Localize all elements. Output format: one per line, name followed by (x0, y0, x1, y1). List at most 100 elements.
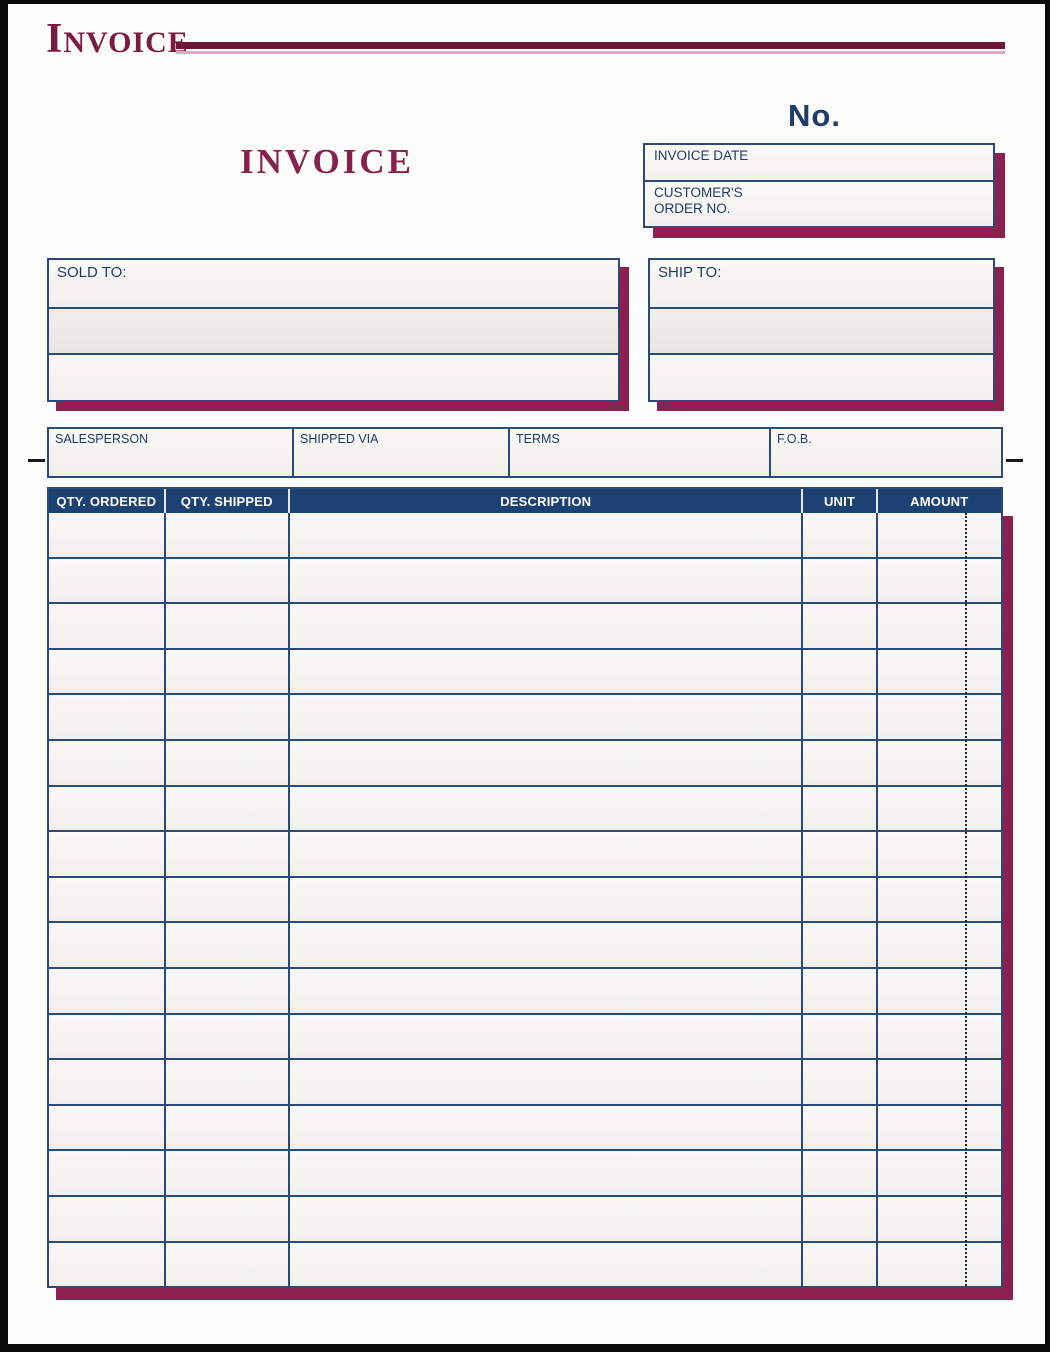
cell-unit[interactable] (801, 604, 876, 648)
cell-description[interactable] (287, 1014, 802, 1059)
cell-amount[interactable] (875, 695, 1001, 739)
sold-to-line-1[interactable]: SOLD TO: (49, 260, 618, 307)
cell-description[interactable] (287, 1242, 802, 1287)
cell-amount[interactable] (875, 649, 1001, 694)
cell-amount[interactable] (875, 923, 1001, 967)
cell-description[interactable] (287, 740, 802, 785)
shipped-via-field[interactable]: SHIPPED VIA (292, 429, 508, 476)
customer-order-no-field[interactable]: CUSTOMER'S ORDER NO. (645, 182, 993, 226)
cell-amount[interactable] (875, 1196, 1001, 1241)
cell-description[interactable] (287, 649, 802, 694)
cell-qty-shipped[interactable] (163, 1014, 288, 1059)
cell-qty-ordered[interactable] (49, 513, 164, 557)
table-row (49, 513, 1001, 559)
cell-qty-shipped[interactable] (163, 1105, 288, 1150)
cell-unit[interactable] (801, 695, 876, 739)
cell-qty-ordered[interactable] (49, 1014, 164, 1059)
cell-description[interactable] (287, 695, 802, 739)
cell-unit[interactable] (801, 1151, 876, 1195)
ship-to-line-2[interactable] (650, 306, 993, 354)
cell-amount[interactable] (875, 604, 1001, 648)
cell-amount[interactable] (875, 877, 1001, 922)
cell-unit[interactable] (801, 832, 876, 876)
cell-qty-shipped[interactable] (163, 968, 288, 1013)
cell-amount[interactable] (875, 1014, 1001, 1059)
cell-qty-ordered[interactable] (49, 1242, 164, 1287)
invoice-date-field[interactable]: INVOICE DATE (645, 145, 993, 182)
cell-qty-ordered[interactable] (49, 695, 164, 739)
terms-field[interactable]: TERMS (508, 429, 769, 476)
sold-to-line-3[interactable] (49, 353, 618, 400)
cell-amount[interactable] (875, 1151, 1001, 1195)
cell-unit[interactable] (801, 558, 876, 603)
cell-qty-shipped[interactable] (163, 1151, 288, 1195)
cell-description[interactable] (287, 604, 802, 648)
cell-amount[interactable] (875, 513, 1001, 557)
cell-qty-ordered[interactable] (49, 1105, 164, 1150)
cell-description[interactable] (287, 1196, 802, 1241)
cell-qty-ordered[interactable] (49, 558, 164, 603)
sold-to-line-2[interactable] (49, 306, 618, 354)
cell-unit[interactable] (801, 513, 876, 557)
cell-amount[interactable] (875, 832, 1001, 876)
cell-description[interactable] (287, 1151, 802, 1195)
cell-qty-ordered[interactable] (49, 1196, 164, 1241)
cell-amount[interactable] (875, 786, 1001, 831)
cell-description[interactable] (287, 877, 802, 922)
cell-qty-ordered[interactable] (49, 740, 164, 785)
cell-amount[interactable] (875, 968, 1001, 1013)
cell-unit[interactable] (801, 1196, 876, 1241)
cell-unit[interactable] (801, 786, 876, 831)
cell-unit[interactable] (801, 1242, 876, 1287)
cell-qty-shipped[interactable] (163, 923, 288, 967)
cell-amount[interactable] (875, 1242, 1001, 1287)
cell-qty-ordered[interactable] (49, 649, 164, 694)
cell-qty-shipped[interactable] (163, 1196, 288, 1241)
cell-unit[interactable] (801, 877, 876, 922)
cell-qty-shipped[interactable] (163, 558, 288, 603)
cell-description[interactable] (287, 1105, 802, 1150)
fob-field[interactable]: F.O.B. (769, 429, 1001, 476)
cell-unit[interactable] (801, 968, 876, 1013)
cell-unit[interactable] (801, 649, 876, 694)
cell-qty-ordered[interactable] (49, 1151, 164, 1195)
cell-description[interactable] (287, 513, 802, 557)
cell-qty-ordered[interactable] (49, 923, 164, 967)
cell-qty-shipped[interactable] (163, 695, 288, 739)
cell-description[interactable] (287, 1060, 802, 1104)
cell-qty-ordered[interactable] (49, 877, 164, 922)
cell-qty-shipped[interactable] (163, 604, 288, 648)
cell-unit[interactable] (801, 740, 876, 785)
cell-qty-ordered[interactable] (49, 786, 164, 831)
cell-unit[interactable] (801, 923, 876, 967)
cell-qty-ordered[interactable] (49, 604, 164, 648)
cell-qty-shipped[interactable] (163, 786, 288, 831)
cell-amount[interactable] (875, 558, 1001, 603)
registration-dash-right (1006, 459, 1023, 462)
cell-qty-shipped[interactable] (163, 832, 288, 876)
cell-amount[interactable] (875, 1105, 1001, 1150)
cell-description[interactable] (287, 923, 802, 967)
cell-qty-shipped[interactable] (163, 740, 288, 785)
cell-qty-shipped[interactable] (163, 1242, 288, 1287)
cell-qty-ordered[interactable] (49, 968, 164, 1013)
cell-description[interactable] (287, 968, 802, 1013)
cell-amount[interactable] (875, 740, 1001, 785)
table-row (49, 604, 1001, 650)
cell-unit[interactable] (801, 1014, 876, 1059)
cell-unit[interactable] (801, 1105, 876, 1150)
ship-to-line-1[interactable]: SHIP TO: (650, 260, 993, 307)
cell-description[interactable] (287, 558, 802, 603)
cell-qty-ordered[interactable] (49, 1060, 164, 1104)
cell-amount[interactable] (875, 1060, 1001, 1104)
cell-qty-shipped[interactable] (163, 513, 288, 557)
cell-unit[interactable] (801, 1060, 876, 1104)
cell-description[interactable] (287, 786, 802, 831)
cell-qty-shipped[interactable] (163, 877, 288, 922)
cell-qty-ordered[interactable] (49, 832, 164, 876)
salesperson-field[interactable]: SALESPERSON (49, 429, 292, 476)
cell-qty-shipped[interactable] (163, 1060, 288, 1104)
cell-description[interactable] (287, 832, 802, 876)
cell-qty-shipped[interactable] (163, 649, 288, 694)
ship-to-line-3[interactable] (650, 353, 993, 400)
